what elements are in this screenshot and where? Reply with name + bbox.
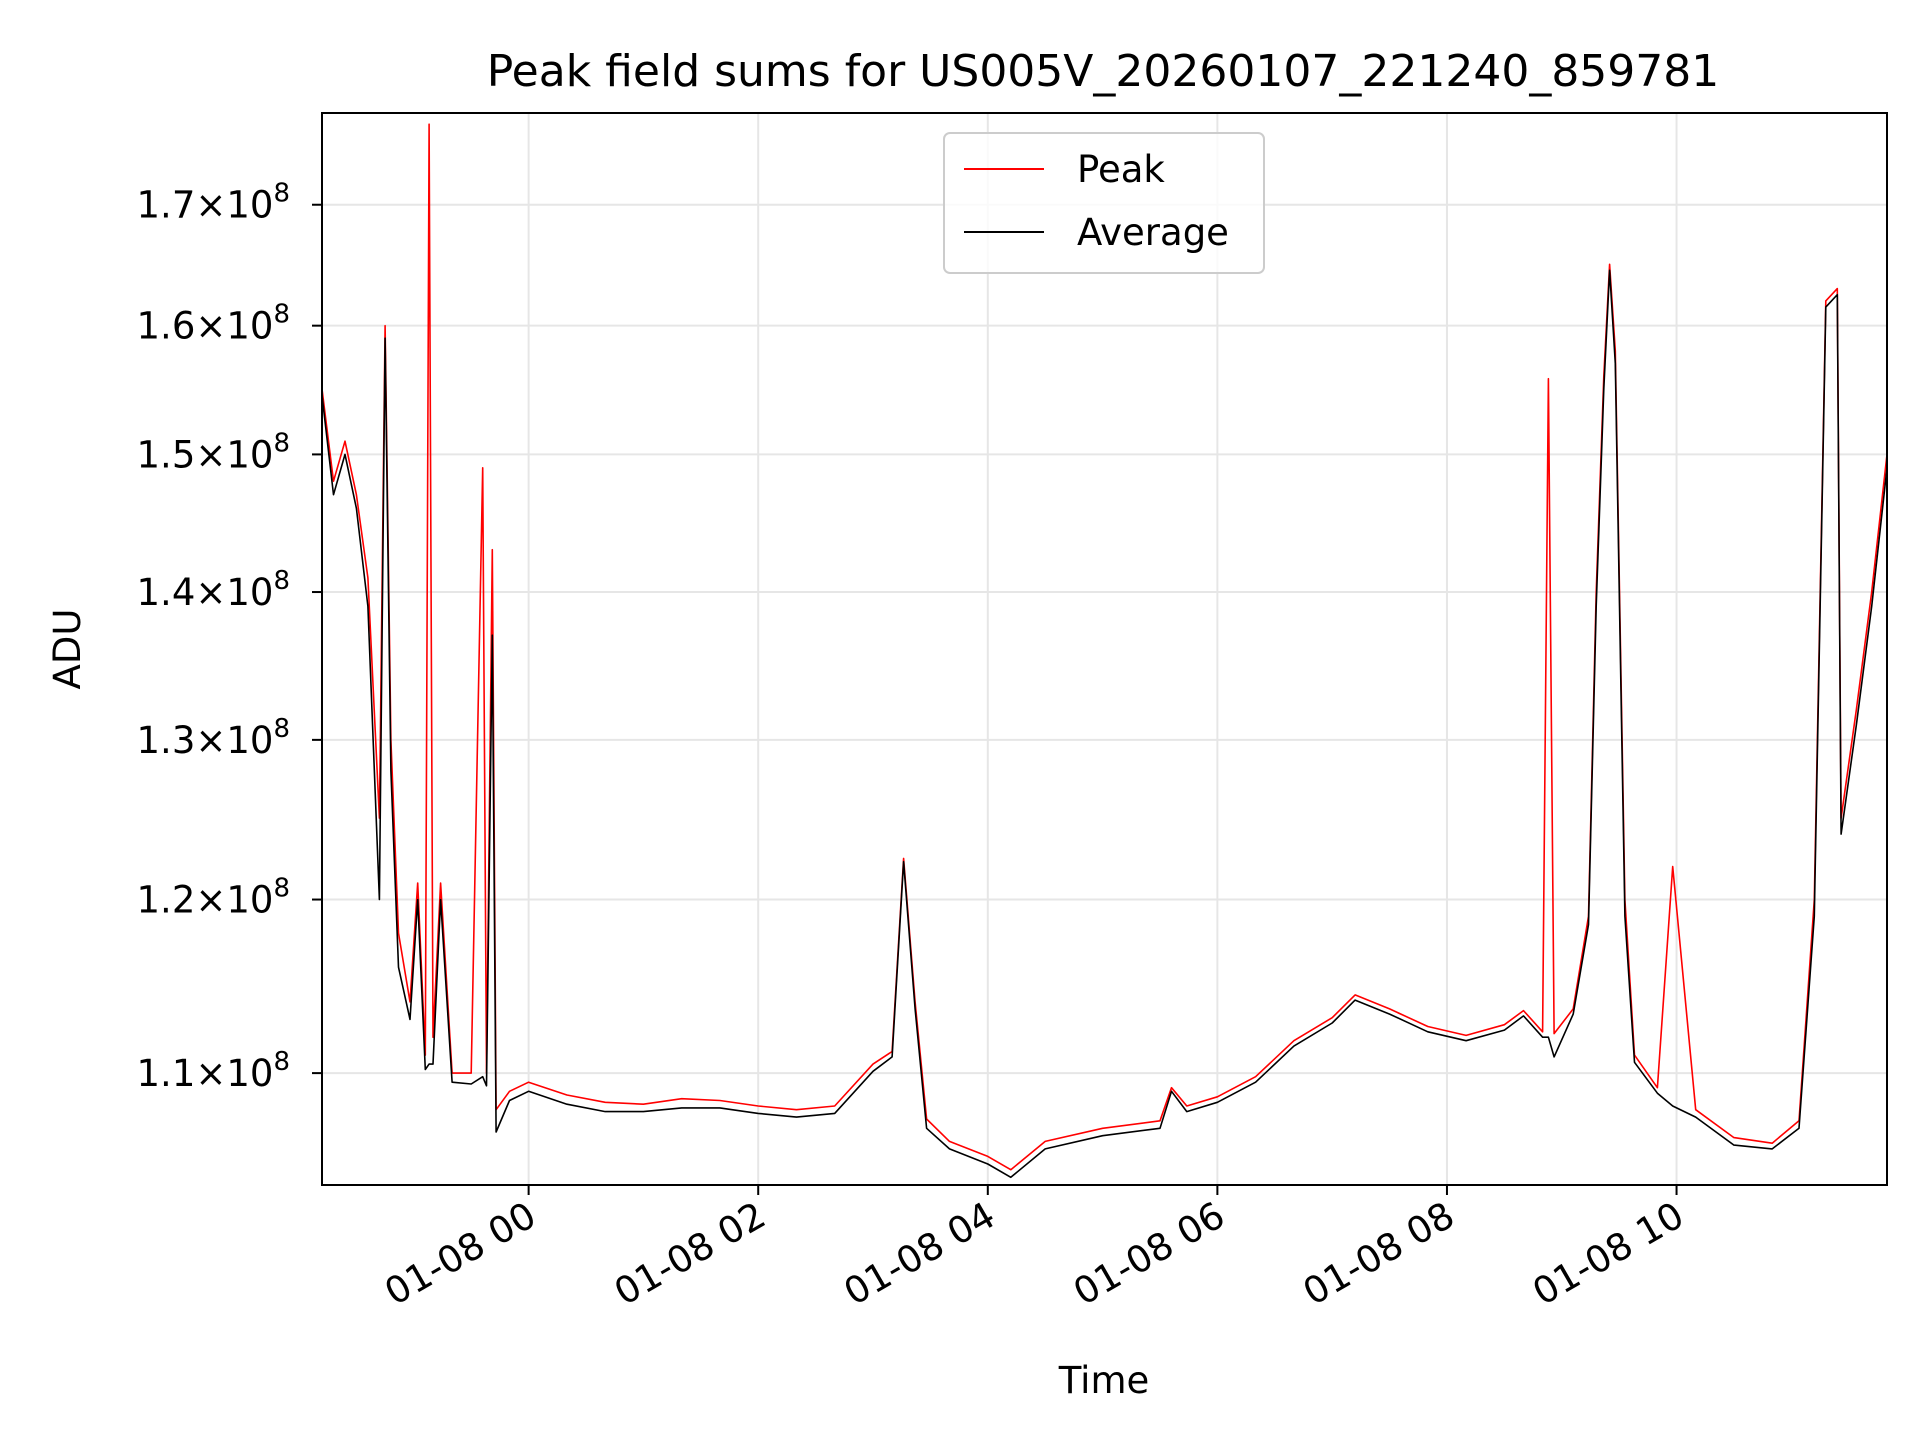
series-layer [321, 123, 1888, 1179]
plot-background [322, 113, 1887, 1185]
legend-average-label: Average [1077, 211, 1229, 254]
y-tick-label: 1.7×108 [137, 179, 290, 227]
series-line-average [321, 269, 1888, 1179]
legend: Peak Average [943, 132, 1265, 274]
series-line-peak [321, 123, 1888, 1171]
plot-frame [321, 112, 1888, 1186]
y-tick-label: 1.1×108 [137, 1047, 290, 1095]
y-tick-label: 1.6×108 [137, 300, 290, 348]
y-axis-label: ADU [46, 609, 89, 690]
y-tick-label: 1.4×108 [137, 566, 290, 614]
y-tick-label: 1.3×108 [137, 714, 290, 762]
y-tick-label: 1.2×108 [137, 874, 290, 922]
x-axis-label: Time [1058, 1359, 1150, 1402]
chart-title: Peak field sums for US005V_20260107_2212… [487, 46, 1720, 97]
y-tick-label: 1.5×108 [137, 428, 290, 476]
y-axis: 1.1×108 1.2×108 1.3×108 1.4×108 1.5×108 1.6×1… [137, 179, 322, 1095]
legend-peak-label: Peak [1077, 148, 1165, 191]
